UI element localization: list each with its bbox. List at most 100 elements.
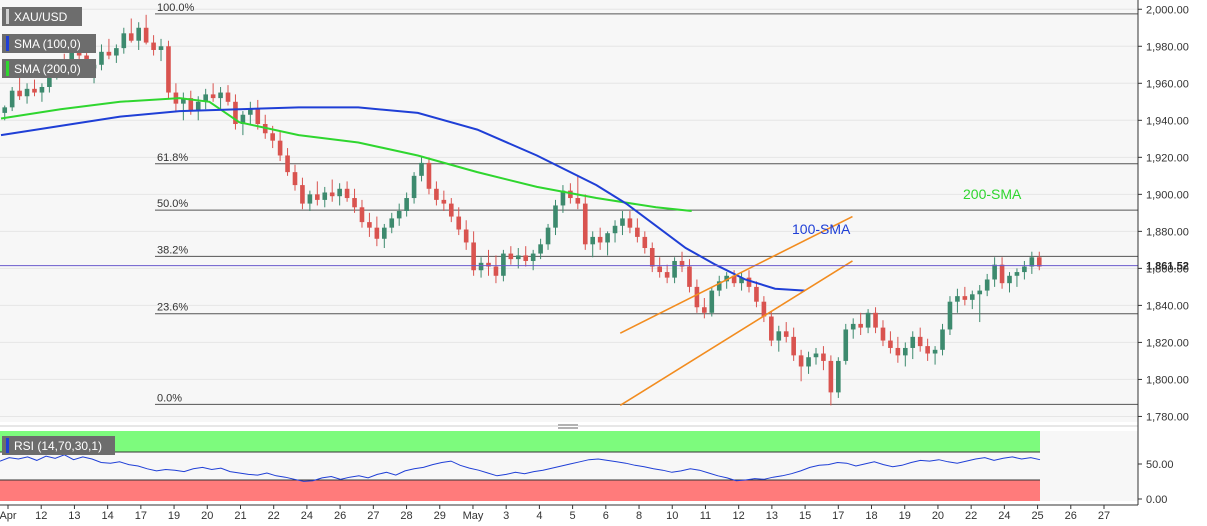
candle-body [865,312,871,328]
candle-body [962,296,968,300]
candle-body [404,198,409,211]
candle-body [568,190,573,199]
candle [344,181,350,202]
time-tick-label: 11 [700,510,711,522]
candle-body [702,307,707,313]
candle [411,172,417,204]
candle [463,220,469,250]
candle-body [649,248,655,267]
time-tick-label: 25 [1031,510,1043,522]
price-tick-label: 1,920.00 [1146,152,1189,164]
candle-body [635,227,640,237]
candle [493,255,499,284]
candle-body [687,266,692,287]
candle-body [575,198,581,204]
candle [739,272,744,291]
candle-body [374,227,380,239]
fib-label: 38.2% [157,244,188,256]
candle [292,164,298,191]
candle-body [329,192,335,197]
candle-body [657,266,663,273]
candle-body [672,260,677,278]
candle-body [724,275,729,282]
candle [798,349,804,382]
legend-xauusd[interactable]: XAU/USD [2,7,82,26]
candle [694,279,700,313]
candle-body [2,107,8,113]
candle-body [359,207,365,223]
candle [791,327,796,361]
sma-200-swatch [6,61,9,76]
candle-body [233,101,238,125]
candle [538,238,543,260]
candle-body [32,88,37,93]
candle-body [664,272,670,278]
fib-label: 23.6% [157,302,188,314]
candle-body [1029,257,1035,267]
legend-sma-100[interactable]: SMA (100,0) [2,34,96,53]
legend-rsi[interactable]: RSI (14,70,30,1) [2,436,115,455]
candle [456,207,462,236]
candle [761,296,767,323]
time-tick-label: 6 [603,510,609,522]
candle [649,242,655,273]
time-tick-label: 20 [932,510,944,522]
candle-body [158,46,164,50]
candle-body [99,51,104,65]
candle [664,264,670,284]
rsi-series-line [0,454,1041,482]
time-tick-label: 17 [832,510,844,522]
candle-body [597,236,603,243]
candle-body [188,98,194,112]
candle [39,83,45,102]
fib-label: 0.0% [157,392,182,404]
candle [910,331,916,360]
current-price-line: 1,861.52 [0,257,1196,274]
time-tick-label: 20 [201,510,213,522]
candle-body [411,175,417,199]
candle [657,257,663,278]
candle-body [39,86,45,93]
time-tick-label: 21 [234,510,246,522]
rsi-zones [0,431,1040,501]
legend-label-xauusd: XAU/USD [14,9,68,24]
candle-body [396,211,402,219]
time-tick-label: 27 [367,510,379,522]
candle [687,259,692,293]
price-tick-label: 1,880.00 [1146,226,1189,238]
candle [434,181,439,206]
candle [210,83,216,102]
candle [1022,260,1027,280]
candle [515,248,521,269]
candle [605,231,610,256]
price-tick-label: 1,940.00 [1146,115,1189,127]
candle [1036,251,1042,271]
candle [136,22,142,50]
candle-body [285,155,290,173]
candle-body [456,216,462,230]
panel-splitter[interactable] [0,424,1138,430]
legend-label-sma-200: SMA (200,0) [14,61,81,76]
candle-body [955,296,960,302]
candle-body [694,286,700,308]
candle-body [203,94,208,102]
candle [99,44,104,71]
candle [806,351,811,374]
candle [880,320,886,347]
time-tick-label: 26 [1065,510,1077,522]
candle [248,101,253,125]
price-tick-label: 1,840.00 [1146,300,1189,312]
candle-body [17,90,22,97]
candle [285,148,290,176]
candle-body [225,92,231,102]
time-tick-label: 27 [1098,510,1110,522]
candle-body [560,190,566,206]
price-gridlines [0,8,1138,417]
candle-body [448,203,454,217]
rsi-overbought-zone [0,431,1040,452]
legend-sma-200[interactable]: SMA (200,0) [2,59,96,78]
candle [575,175,581,210]
candle [17,75,22,100]
candle-body [508,253,514,260]
candle [716,275,722,297]
